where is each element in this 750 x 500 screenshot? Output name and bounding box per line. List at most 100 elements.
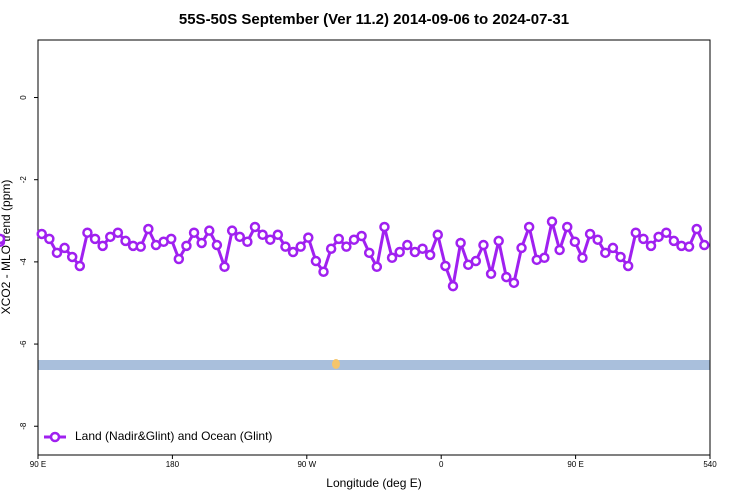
x-tick-label: 90 E	[30, 460, 46, 469]
point	[135, 241, 146, 252]
point	[478, 239, 489, 251]
point	[607, 242, 619, 254]
point	[508, 277, 520, 289]
point	[554, 244, 565, 256]
point	[584, 228, 596, 240]
point	[424, 249, 436, 261]
y-tick-label: -8	[19, 422, 28, 430]
x-tick-label: 540	[703, 460, 717, 469]
point	[668, 235, 680, 247]
point	[234, 231, 245, 243]
land-patch	[332, 359, 340, 369]
point	[181, 240, 192, 252]
point	[287, 246, 299, 258]
point	[74, 260, 86, 272]
point	[630, 227, 642, 238]
point	[325, 243, 337, 254]
point	[592, 234, 603, 245]
point	[211, 239, 223, 251]
point	[219, 261, 230, 273]
point	[546, 216, 558, 227]
point	[82, 227, 93, 238]
y-tick-label: -6	[19, 340, 28, 348]
point	[561, 221, 573, 233]
point	[523, 221, 535, 233]
point	[653, 231, 664, 243]
y-tick-label: 0	[19, 95, 28, 100]
point	[577, 252, 588, 264]
surface-band	[38, 360, 710, 370]
point	[356, 230, 367, 242]
chart-title: 55S-50S September (Ver 11.2) 2014-09-06 …	[179, 11, 569, 28]
point	[638, 233, 649, 245]
point	[493, 235, 504, 247]
point	[295, 241, 306, 252]
point	[417, 243, 428, 254]
point	[120, 235, 131, 247]
point	[143, 223, 154, 235]
point	[691, 223, 702, 235]
point	[600, 247, 611, 259]
point	[615, 251, 626, 263]
point	[188, 227, 200, 238]
point	[440, 260, 451, 272]
plot-frame	[37, 39, 711, 456]
x-tick-label: 180	[166, 460, 180, 469]
legend-label: Land (Nadir&Glint) and Ocean (Glint)	[75, 429, 272, 443]
point	[386, 252, 398, 264]
point	[257, 229, 268, 241]
point	[0, 233, 6, 245]
point	[44, 233, 55, 245]
point	[105, 231, 116, 243]
point	[455, 237, 466, 249]
x-tick-label: 90 E	[567, 460, 583, 469]
point	[310, 255, 322, 267]
x-axis-label: Longitude (deg E)	[326, 476, 421, 490]
legend-marker	[49, 431, 61, 443]
point	[569, 236, 581, 247]
point	[371, 261, 383, 273]
y-tick-label: -2	[19, 176, 28, 184]
y-axis-label: XCO2 - MLO trend (ppm)	[0, 180, 13, 315]
x-tick-label: 90 W	[297, 460, 316, 469]
point	[683, 241, 695, 252]
point	[303, 232, 314, 243]
point	[196, 237, 207, 249]
point	[447, 280, 459, 292]
point	[516, 242, 527, 254]
y-tick-label: -4	[19, 258, 28, 266]
point	[280, 241, 291, 252]
point	[394, 246, 405, 258]
point	[539, 252, 550, 264]
point	[402, 239, 413, 251]
point	[470, 255, 482, 267]
point	[242, 236, 253, 247]
point	[318, 266, 329, 277]
point	[622, 260, 634, 272]
point	[89, 233, 101, 245]
point	[272, 229, 284, 241]
point	[333, 233, 345, 245]
point	[165, 233, 177, 245]
point	[249, 221, 261, 233]
point	[112, 227, 124, 238]
point	[379, 221, 390, 233]
point	[59, 242, 70, 254]
point	[36, 228, 47, 240]
point	[485, 268, 497, 280]
point	[363, 247, 375, 259]
point	[699, 239, 710, 251]
x-tick-label: 0	[439, 460, 444, 469]
point	[226, 225, 238, 236]
point	[660, 227, 672, 238]
point	[645, 240, 657, 252]
point	[173, 253, 185, 265]
point	[51, 247, 63, 259]
point	[204, 225, 215, 236]
point	[432, 229, 444, 241]
point	[97, 240, 108, 252]
point	[501, 271, 512, 283]
point	[66, 251, 78, 263]
